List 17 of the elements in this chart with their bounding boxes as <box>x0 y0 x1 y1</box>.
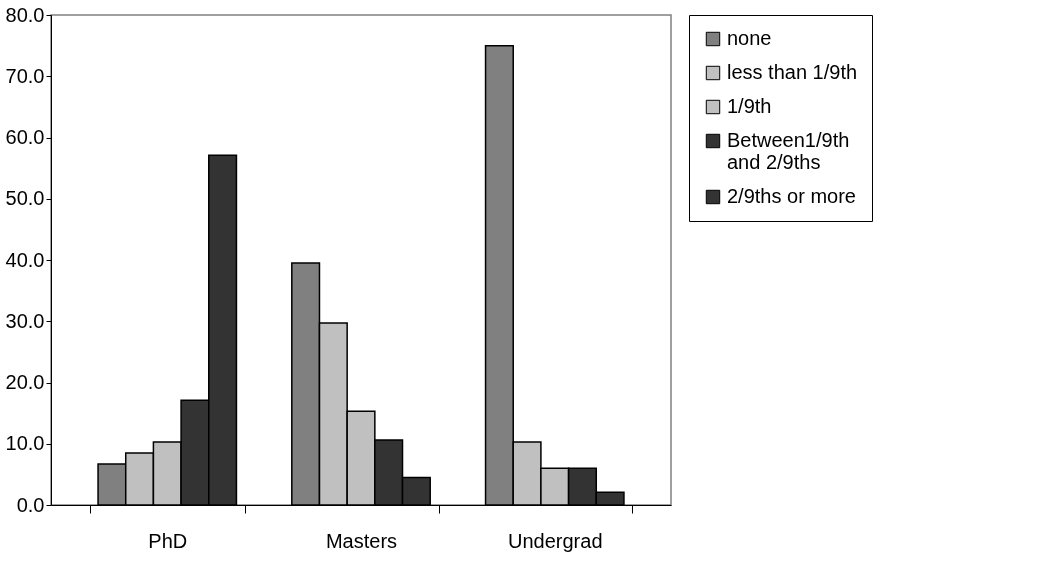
y-tick-label: 60.0 <box>5 126 45 148</box>
legend-label: none <box>727 27 772 49</box>
y-tick-label: 40.0 <box>5 248 45 271</box>
y-tick-label: 20.0 <box>5 371 45 393</box>
y-tick-label: 0.0 <box>16 493 45 516</box>
x-tick-label: Masters <box>325 529 398 552</box>
legend-label: 2/9ths or more <box>727 185 856 207</box>
y-tick-label: 30.0 <box>5 309 45 332</box>
y-tick-label: 80.0 <box>5 3 45 26</box>
legend-label: Between1/9th and 2/9ths <box>727 129 850 173</box>
y-tick-label: 10.0 <box>5 432 45 455</box>
legend-label: 1/9th <box>727 95 772 117</box>
x-tick-label: Undergrad <box>507 529 603 552</box>
y-tick-label: 70.0 <box>5 64 45 87</box>
legend-label: less than 1/9th <box>727 61 858 83</box>
y-tick-label: 50.0 <box>5 187 45 210</box>
x-tick-label: PhD <box>148 529 188 552</box>
